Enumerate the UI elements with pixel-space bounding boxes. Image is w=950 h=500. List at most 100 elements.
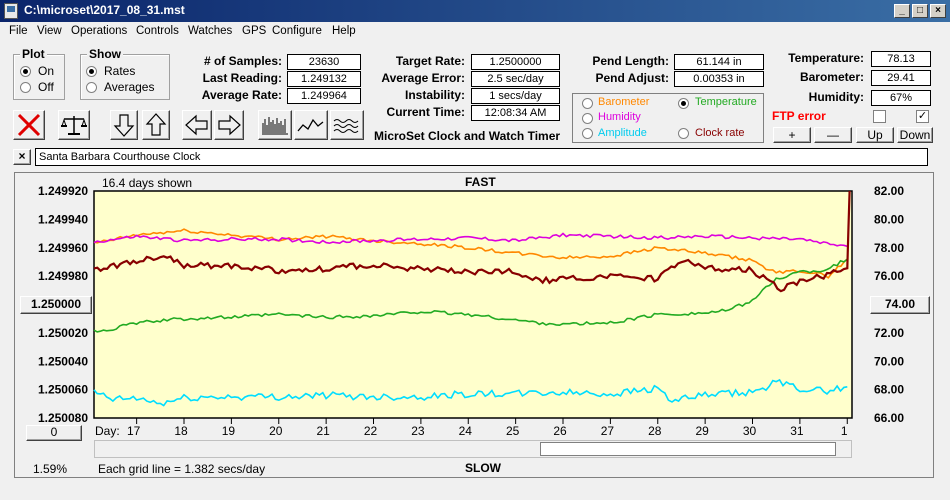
- line-view-button[interactable]: [294, 110, 328, 140]
- x-tick-label: 17: [127, 424, 141, 438]
- slow-label: SLOW: [465, 461, 501, 475]
- center-temp-button[interactable]: 74.00: [870, 296, 930, 314]
- clock-name-field[interactable]: Santa Barbara Courthouse Clock: [35, 148, 928, 166]
- show-averages-radio[interactable]: [86, 82, 97, 93]
- close-button[interactable]: ×: [930, 4, 946, 18]
- temperature-radio[interactable]: [678, 98, 689, 109]
- menu-watches[interactable]: Watches: [188, 25, 233, 37]
- scroll-up-button[interactable]: [142, 110, 170, 140]
- plot-frame: [14, 172, 934, 478]
- clear-button[interactable]: [13, 110, 45, 140]
- x-tick-label: 1: [841, 424, 848, 438]
- temperature-radio-label: Temperature: [695, 96, 757, 108]
- menu-help[interactable]: Help: [332, 25, 356, 37]
- target-rate-field[interactable]: 1.2500000: [471, 54, 560, 70]
- y-left-tick: 1.249980: [38, 269, 88, 283]
- ftp-checkbox-1[interactable]: [873, 110, 886, 123]
- menu-gps[interactable]: GPS: [242, 25, 267, 37]
- minus-button[interactable]: —: [814, 127, 852, 143]
- plus-button[interactable]: +: [773, 127, 811, 143]
- center-rate-button[interactable]: 1.250000: [20, 296, 92, 314]
- up-button[interactable]: Up: [856, 127, 894, 143]
- samples-field: 23630: [287, 54, 361, 70]
- plot-group-title: Plot: [20, 47, 47, 61]
- ftp-error-label: FTP error: [772, 109, 826, 123]
- temperature-field: 78.13: [871, 51, 931, 67]
- window-title: C:\microset\2017_08_31.mst: [24, 3, 185, 17]
- time-scrollbar[interactable]: [94, 440, 852, 458]
- humidity-label: Humidity:: [808, 90, 864, 104]
- humidity-radio[interactable]: [582, 113, 593, 124]
- plot-off-radio[interactable]: [20, 82, 31, 93]
- instability-field: 1 secs/day: [471, 88, 560, 104]
- plot-on-label: On: [38, 64, 55, 78]
- x-tick-label: 30: [743, 424, 757, 438]
- menu-bar: File View Operations Controls Watches GP…: [0, 22, 950, 42]
- x-tick-label: 26: [553, 424, 567, 438]
- line-chart-icon: [297, 118, 324, 132]
- y-right-tick: 80.00: [874, 212, 904, 226]
- series-line-temperature: [93, 258, 848, 333]
- plot-off-label: Off: [38, 80, 54, 94]
- days-shown-label: 16.4 days shown: [102, 176, 193, 190]
- amplitude-radio[interactable]: [582, 128, 593, 139]
- balance-button[interactable]: [58, 110, 90, 140]
- series-line-barometer: [93, 228, 848, 279]
- wave-view-button[interactable]: [330, 110, 364, 140]
- show-group: Show: [80, 47, 170, 100]
- scroll-right-button[interactable]: [214, 110, 244, 140]
- instability-label: Instability:: [404, 88, 465, 102]
- y-right-tick: 76.00: [874, 269, 904, 283]
- y-left-tick: 1.250040: [38, 354, 88, 368]
- menu-view[interactable]: View: [37, 25, 62, 37]
- clock-rate-radio[interactable]: [678, 128, 689, 139]
- ftp-checkbox-2[interactable]: ✓: [916, 110, 929, 123]
- scroll-down-button[interactable]: [110, 110, 138, 140]
- minimize-button[interactable]: _: [894, 4, 910, 18]
- zero-button[interactable]: 0: [26, 425, 82, 441]
- maximize-button[interactable]: □: [912, 4, 928, 18]
- zoom-level: 1.59%: [33, 462, 68, 476]
- clear-name-button[interactable]: ×: [13, 149, 31, 165]
- x-tick-label: 22: [364, 424, 378, 438]
- y-right-tick: 72.00: [874, 326, 904, 340]
- plot-on-radio[interactable]: [20, 66, 31, 77]
- barometer-radio[interactable]: [582, 98, 593, 109]
- current-time-label: Current Time:: [386, 105, 465, 119]
- show-rates-radio[interactable]: [86, 66, 97, 77]
- target-rate-label: Target Rate:: [395, 54, 465, 68]
- app-icon[interactable]: [4, 3, 18, 19]
- x-tick-label: 20: [269, 424, 283, 438]
- plot-group: Plot: [13, 47, 65, 100]
- pend-length-field[interactable]: 61.144 in: [674, 54, 764, 70]
- menu-file[interactable]: File: [9, 25, 28, 37]
- barometer-radio-label: Barometer: [598, 96, 650, 108]
- arrow-down-icon: [113, 114, 135, 137]
- sensor-select-panel: [572, 93, 764, 143]
- bar-view-button[interactable]: [258, 110, 292, 140]
- wave-icon: [333, 119, 359, 133]
- samples-label: # of Samples:: [203, 54, 282, 68]
- menu-operations[interactable]: Operations: [71, 25, 128, 37]
- current-time-field: 12:08:34 AM: [471, 105, 560, 121]
- scrollbar-thumb[interactable]: [540, 442, 836, 456]
- down-button[interactable]: Down: [897, 127, 933, 143]
- scroll-left-button[interactable]: [182, 110, 212, 140]
- menu-controls[interactable]: Controls: [136, 25, 179, 37]
- day-axis-label: Day:: [95, 424, 120, 438]
- title-bar[interactable]: C:\microset\2017_08_31.mst _ □ ×: [0, 0, 950, 22]
- y-right-tick: 82.00: [874, 184, 904, 198]
- y-left-tick: 1.250060: [38, 383, 88, 397]
- barometer-field: 29.41: [871, 70, 931, 86]
- pend-length-label: Pend Length:: [592, 54, 669, 68]
- grid-note: Each grid line = 1.382 secs/day: [98, 462, 266, 476]
- x-tick-label: 23: [411, 424, 425, 438]
- menu-configure[interactable]: Configure: [272, 25, 322, 37]
- show-group-title: Show: [87, 47, 123, 61]
- fast-label: FAST: [465, 175, 496, 189]
- temperature-label: Temperature:: [788, 51, 864, 65]
- average-rate-field: 1.249964: [287, 88, 361, 104]
- series-line-humidity: [93, 232, 848, 248]
